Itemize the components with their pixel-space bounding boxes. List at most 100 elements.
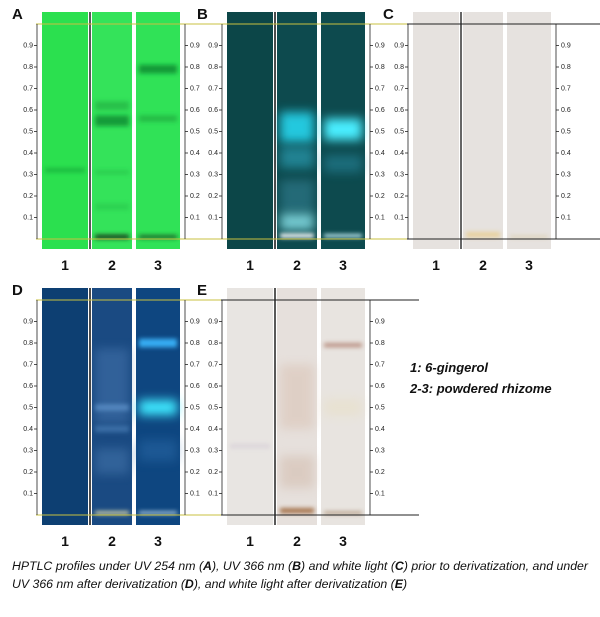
tick-label: 0.1 (208, 490, 218, 497)
plate-panel: B 1 2 3 0.1 0.1 0.2 0.2 0.3 0.3 0.4 0.4 0.5 0.5 0.6 0.6… (197, 6, 419, 273)
tick-label: 0.8 (190, 340, 200, 347)
tick-label: 0.9 (375, 318, 385, 325)
tick-label: 0.5 (208, 404, 218, 411)
tick-label: 0.4 (190, 426, 200, 433)
band (324, 398, 362, 417)
tick-label: 0.3 (208, 447, 218, 454)
panel-letter: E (197, 282, 207, 299)
band (95, 203, 129, 210)
band (95, 170, 129, 175)
band (324, 118, 362, 141)
tick-label: 0.7 (375, 85, 385, 92)
tick-label: 0.3 (375, 447, 385, 454)
tick-label: 0.3 (394, 171, 404, 178)
tick-label: 0.4 (23, 150, 33, 157)
tick-label: 0.7 (561, 85, 571, 92)
tick-label: 0.5 (190, 128, 200, 135)
band (95, 425, 129, 433)
band (324, 511, 362, 515)
lane-label: 3 (154, 533, 162, 549)
band (324, 155, 362, 173)
band (280, 364, 314, 429)
tick-label: 0.8 (23, 64, 33, 71)
band (139, 511, 177, 515)
tick-label: 0.6 (375, 383, 385, 390)
caption-part: ) (402, 577, 408, 591)
tick-label: 0.6 (23, 107, 33, 114)
band (139, 235, 177, 239)
tick-label: 0.3 (23, 171, 33, 178)
lane-label: 2 (108, 533, 116, 549)
tick-label: 0.6 (208, 383, 218, 390)
band (324, 234, 362, 238)
lane-label: 1 (61, 257, 69, 273)
tick-label: 0.8 (190, 64, 200, 71)
caption-part: ), UV 366 nm ( (211, 559, 293, 573)
band (95, 115, 129, 127)
tick-label: 0.5 (190, 404, 200, 411)
tick-label: 0.4 (208, 150, 218, 157)
lane-label: 3 (339, 257, 347, 273)
band (280, 112, 314, 143)
band (139, 64, 177, 74)
band (280, 146, 314, 169)
tick-label: 0.8 (208, 340, 218, 347)
tick-label: 0.3 (190, 171, 200, 178)
band (95, 101, 129, 110)
plate-panel: E 1 2 3 0.1 0.1 0.2 0.2 0.3 0.3 0.4 0.4 0.5 0.5 0.6 0.6… (197, 282, 419, 549)
tick-label: 0.2 (375, 469, 385, 476)
band (95, 404, 129, 411)
band (280, 455, 314, 489)
caption-part: HPTLC profiles under UV 254 nm ( (12, 559, 204, 573)
tick-label: 0.5 (23, 404, 33, 411)
tick-label: 0.1 (23, 214, 33, 221)
tick-label: 0.3 (561, 171, 571, 178)
band (95, 511, 129, 515)
band (466, 232, 500, 238)
band (280, 179, 314, 213)
tick-label: 0.9 (561, 42, 571, 49)
tick-label: 0.9 (394, 42, 404, 49)
panel-letter: B (197, 6, 208, 23)
tick-label: 0.7 (23, 85, 33, 92)
band (139, 115, 177, 122)
caption: HPTLC profiles under UV 254 nm (A), UV 3… (12, 557, 588, 593)
tick-label: 0.9 (190, 318, 200, 325)
band (324, 343, 362, 348)
band (139, 399, 177, 416)
tick-label: 0.5 (561, 128, 571, 135)
tick-label: 0.2 (23, 193, 33, 200)
lane-strip (136, 12, 180, 249)
tick-label: 0.6 (190, 107, 200, 114)
band (139, 338, 177, 348)
lane-label: 2 (108, 257, 116, 273)
tick-label: 0.2 (208, 193, 218, 200)
tick-label: 0.7 (190, 361, 200, 368)
band (45, 168, 85, 173)
tick-label: 0.8 (23, 340, 33, 347)
tick-label: 0.7 (190, 85, 200, 92)
caption-part: D (184, 577, 194, 591)
lane-label: 2 (293, 257, 301, 273)
tick-label: 0.2 (394, 193, 404, 200)
tick-label: 0.5 (375, 404, 385, 411)
tick-label: 0.7 (23, 361, 33, 368)
band (280, 233, 314, 238)
tick-label: 0.5 (208, 128, 218, 135)
lane-label: 1 (246, 533, 254, 549)
tick-label: 0.3 (23, 447, 33, 454)
tick-label: 0.5 (375, 128, 385, 135)
caption-part: C (394, 559, 404, 573)
band (230, 444, 270, 449)
caption-part: B (292, 559, 302, 573)
tick-label: 0.7 (375, 361, 385, 368)
lane-strip (227, 288, 273, 525)
tick-label: 0.1 (561, 214, 571, 221)
tick-label: 0.8 (561, 64, 571, 71)
tick-label: 0.6 (23, 383, 33, 390)
tick-label: 0.9 (23, 42, 33, 49)
tick-label: 0.1 (375, 214, 385, 221)
lane-label: 1 (432, 257, 440, 273)
tick-label: 0.3 (190, 447, 200, 454)
tick-label: 0.6 (190, 383, 200, 390)
